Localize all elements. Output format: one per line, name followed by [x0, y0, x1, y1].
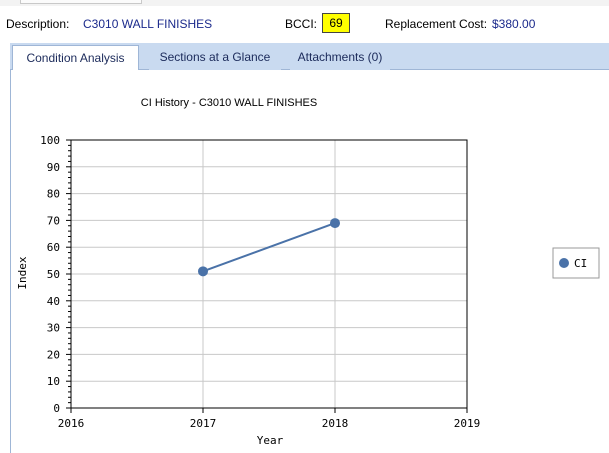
data-point-ci[interactable]	[198, 266, 208, 277]
tab-bar: Condition Analysis Sections at a Glance …	[10, 43, 609, 70]
replacement-cost-value: $380.00	[492, 17, 536, 31]
outer-tab-stub[interactable]	[20, 0, 142, 4]
top-strip	[0, 0, 609, 6]
y-tick-label: 80	[47, 188, 60, 201]
y-tick-label: 20	[47, 348, 60, 361]
description-value: C3010 WALL FINISHES	[83, 17, 213, 31]
bcci-label: BCCI:	[285, 17, 318, 31]
data-point-ci[interactable]	[330, 218, 340, 229]
y-tick-label: 70	[47, 214, 60, 227]
chart-title: CI History - C3010 WALL FINISHES	[141, 97, 317, 109]
y-tick-label: 90	[47, 161, 60, 174]
x-tick-label: 2019	[454, 417, 481, 430]
y-tick-label: 60	[47, 241, 60, 254]
y-tick-label: 50	[47, 268, 60, 281]
y-axis-title: Index	[16, 256, 29, 289]
y-tick-label: 100	[40, 134, 60, 147]
x-tick-label: 2018	[322, 417, 349, 430]
description-label: Description:	[6, 17, 70, 31]
y-tick-label: 30	[47, 322, 60, 335]
axis-ticks: 0 10 20 30 40 50 60 70 80 90 100 2016 2017 2018 2019	[40, 134, 480, 430]
grid-lines	[71, 140, 467, 408]
y-tick-label: 0	[53, 402, 60, 415]
tab-sections-at-a-glance[interactable]: Sections at a Glance	[149, 45, 281, 70]
y-tick-label: 10	[47, 375, 60, 388]
replacement-cost-label: Replacement Cost:	[385, 17, 488, 31]
x-axis-title: Year	[257, 434, 284, 447]
y-tick-label: 40	[47, 295, 60, 308]
series-ci	[198, 218, 340, 277]
legend-swatch-ci	[559, 258, 569, 268]
x-tick-label: 2016	[58, 417, 85, 430]
x-tick-label: 2017	[190, 417, 217, 430]
legend-label-ci: CI	[574, 257, 587, 270]
tab-condition-analysis[interactable]: Condition Analysis	[12, 45, 139, 70]
series-line-ci	[202, 222, 336, 273]
condition-analysis-panel: CI History - C3010 WALL FINISHES 0 10 20 30…	[10, 70, 609, 453]
chart-legend: CI	[552, 247, 600, 279]
tab-attachments[interactable]: Attachments (0)	[290, 45, 390, 70]
ci-history-chart: CI History - C3010 WALL FINISHES 0 10 20 30…	[16, 97, 600, 447]
bcci-value-badge: 69	[322, 13, 350, 33]
asset-header: Description: C3010 WALL FINISHES BCCI: 6…	[0, 6, 609, 40]
